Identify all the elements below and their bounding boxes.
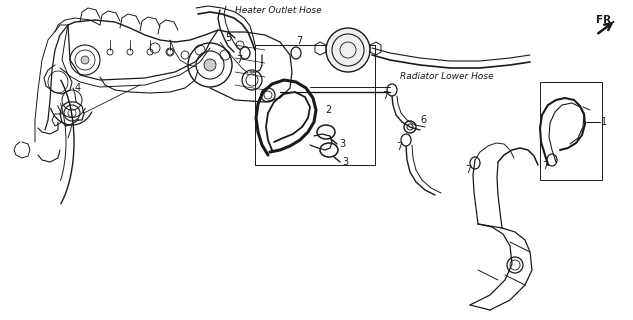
Text: Radiator Lower Hose: Radiator Lower Hose: [400, 71, 494, 81]
Text: 1: 1: [601, 117, 607, 127]
Text: Heater Outlet Hose: Heater Outlet Hose: [235, 5, 322, 14]
Text: 5: 5: [225, 33, 231, 43]
Bar: [255, 45, 375, 165]
Bar: [540, 82, 602, 180]
Circle shape: [81, 56, 89, 64]
Text: 7: 7: [542, 161, 548, 171]
Text: 3: 3: [339, 139, 345, 149]
Text: 7: 7: [296, 36, 302, 46]
Text: 3: 3: [342, 157, 348, 167]
Text: 7: 7: [465, 165, 471, 175]
Text: 2: 2: [325, 105, 331, 115]
Text: 7: 7: [396, 142, 402, 152]
Text: 7: 7: [236, 55, 242, 65]
Circle shape: [326, 28, 370, 72]
Circle shape: [204, 59, 216, 71]
Text: 4: 4: [75, 83, 81, 93]
Text: FR.: FR.: [596, 15, 615, 25]
Text: 6: 6: [420, 115, 426, 125]
Text: 7: 7: [382, 91, 388, 101]
